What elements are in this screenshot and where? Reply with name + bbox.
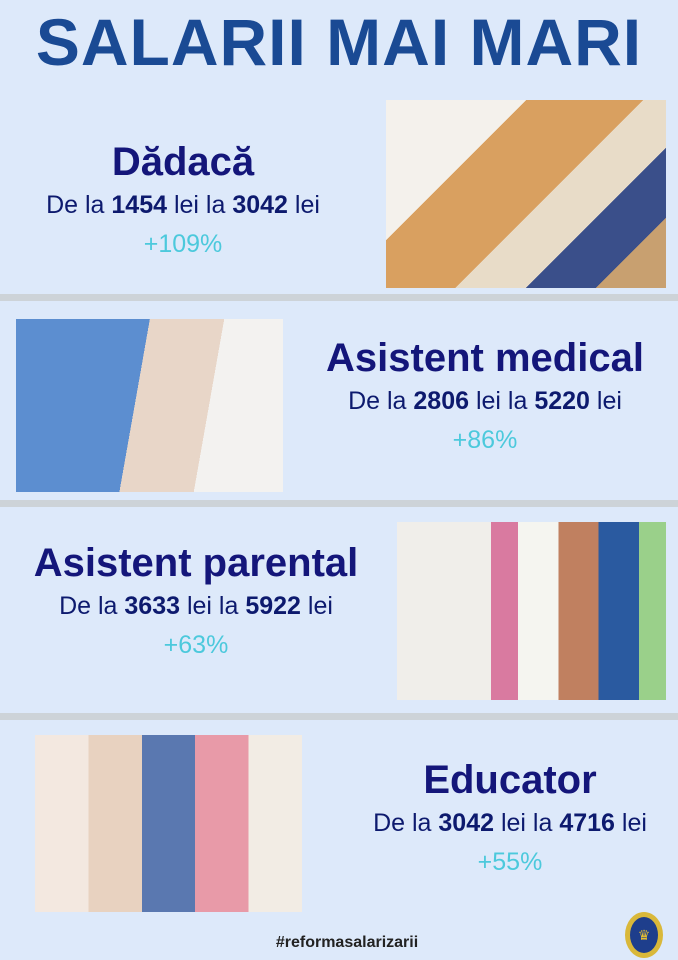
salary-range: De la 3042 lei la 4716 lei [373,809,647,837]
salary-range: De la 3633 lei la 5922 lei [59,592,333,620]
divider [0,500,678,507]
item-asistent-parental: Asistent parental De la 3633 lei la 5922… [0,541,392,660]
job-title: Dădacă [111,140,255,184]
item-educator: Educator De la 3042 lei la 4716 lei +55% [330,758,678,877]
percent-increase: +109% [143,230,223,258]
coat-of-arms-emblem: ♛ [625,912,663,958]
item-dadaca: Dădacă De la 1454 lei la 3042 lei +109% [0,140,366,259]
job-title: Asistent parental [33,541,359,585]
item-asistent-medical: Asistent medical De la 2806 lei la 5220 … [292,336,678,455]
nurse-photo [16,319,283,492]
page-title: SALARII MAI MARI [35,5,643,79]
nanny-photo [386,100,666,288]
job-title: Asistent medical [326,336,644,380]
hashtag[interactable]: #reformasalarizarii [275,934,419,951]
eagle-icon: ♛ [630,917,658,953]
percent-increase: +63% [163,631,229,659]
salary-range: De la 1454 lei la 3042 lei [46,191,320,219]
percent-increase: +86% [452,426,518,454]
percent-increase: +55% [477,848,543,876]
divider [0,713,678,720]
salary-range: De la 2806 lei la 5220 lei [348,387,622,415]
parent-photo [397,522,666,700]
divider [0,294,678,301]
educator-photo [35,735,302,912]
job-title: Educator [423,758,597,802]
